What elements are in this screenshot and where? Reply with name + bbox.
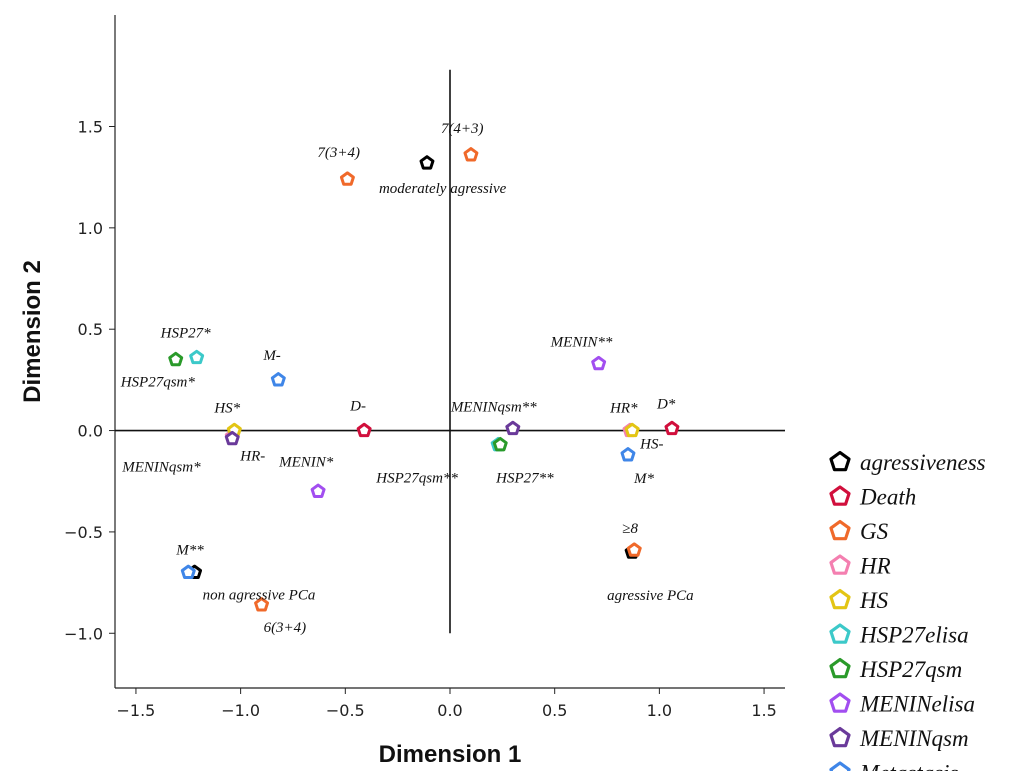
legend-label: MENINelisa [859,692,975,717]
point-meninelisa [310,483,326,498]
point-gs [339,171,355,186]
point-death [664,420,680,436]
point-meninqsm [224,430,240,446]
legend-label: MENINqsm [859,726,969,751]
point-label: HSP27qsm* [120,375,196,391]
point-hsp27qsm [492,436,508,452]
legend-marker-agressiveness [829,450,851,472]
legend-label: Death [859,485,916,510]
point-label: MENIN** [550,335,613,351]
point-label: 6(3+4) [264,620,307,636]
legend-marker-hsp27elisa [829,623,851,644]
legend-label: agressiveness [860,450,986,475]
point-label: HSP27* [160,326,211,342]
point-label: MENINqsm* [121,460,201,476]
axes-layer: −1.5 −1.0 −0.5 0.0 0.5 1.0 1.5 −1.0 −0.5 0.0 0.5 1.… [19,15,785,768]
y-tick-label: 1.0 [78,219,103,238]
labels-layer: moderately agressive agressive PCa non agr… [120,121,694,636]
legend-label: GS [860,519,889,544]
legend-marker-gs [829,519,851,541]
legend-marker-metastasis [829,761,851,771]
legend-marker-hsp27qsm [829,657,851,679]
point-label: HR- [239,449,265,465]
point-label: non agressive PCa [203,587,316,603]
point-label: D- [349,399,366,415]
point-gs [463,147,479,162]
point-label: agressive PCa [607,588,694,604]
y-tick-label: −0.5 [64,523,103,542]
x-tick-label: −1.5 [117,701,156,720]
marks-layer [168,147,680,612]
legend-marker-death [829,485,851,506]
point-label: 7(3+4) [317,145,360,161]
y-axis-title: Dimension 2 [19,260,46,403]
legend: agressiveness Death GS HR HS HSP27elisa HSP27q… [829,450,986,771]
point-label: HSP27** [495,471,554,487]
x-tick-label: 0.5 [542,701,567,720]
point-label: HR* [609,401,638,417]
point-label: moderately agressive [379,181,507,197]
point-label: HS* [213,401,240,417]
point-label: M* [633,471,654,487]
x-tick-label: 1.0 [647,701,672,720]
legend-label: HR [859,554,891,579]
point-gs [626,542,642,557]
point-label: ≥8 [622,521,638,537]
point-agressiveness [419,155,435,170]
y-tick-label: 0.5 [78,320,103,339]
x-tick-label: 1.5 [751,701,776,720]
point-hsp27qsm [168,351,184,367]
x-tick-label: −1.0 [221,701,260,720]
point-label: D* [656,397,676,413]
point-label: HSP27qsm** [375,471,458,487]
legend-label: HS [859,588,889,613]
point-hsp27elisa [189,349,205,365]
legend-label: Metastasis [859,761,958,771]
point-death [356,422,372,438]
y-tick-label: 0.0 [78,422,103,441]
legend-marker-meninqsm [829,726,851,748]
legend-label: HSP27elisa [859,623,969,648]
point-label: HS- [639,437,663,453]
point-label: MENIN* [278,454,334,470]
point-label: MENINqsm** [450,400,537,416]
y-tick-label: −1.0 [64,624,103,643]
point-meninelisa [591,355,607,371]
x-tick-label: −0.5 [326,701,365,720]
legend-marker-hr [829,554,851,575]
point-hs [624,422,640,438]
point-metastasis [180,564,196,580]
point-label: M** [175,542,204,558]
x-tick-label: 0.0 [437,701,462,720]
x-axis-title: Dimension 1 [379,741,522,768]
legend-marker-meninelisa [829,692,851,713]
point-label: 7(4+3) [441,121,484,137]
point-metastasis [620,447,636,462]
point-meninqsm [505,420,521,436]
point-label: M- [262,348,281,364]
legend-label: HSP27qsm [859,657,962,682]
point-gs [254,597,270,612]
point-metastasis [270,372,286,387]
legend-marker-hs [829,588,851,610]
y-tick-label: 1.5 [78,117,103,136]
